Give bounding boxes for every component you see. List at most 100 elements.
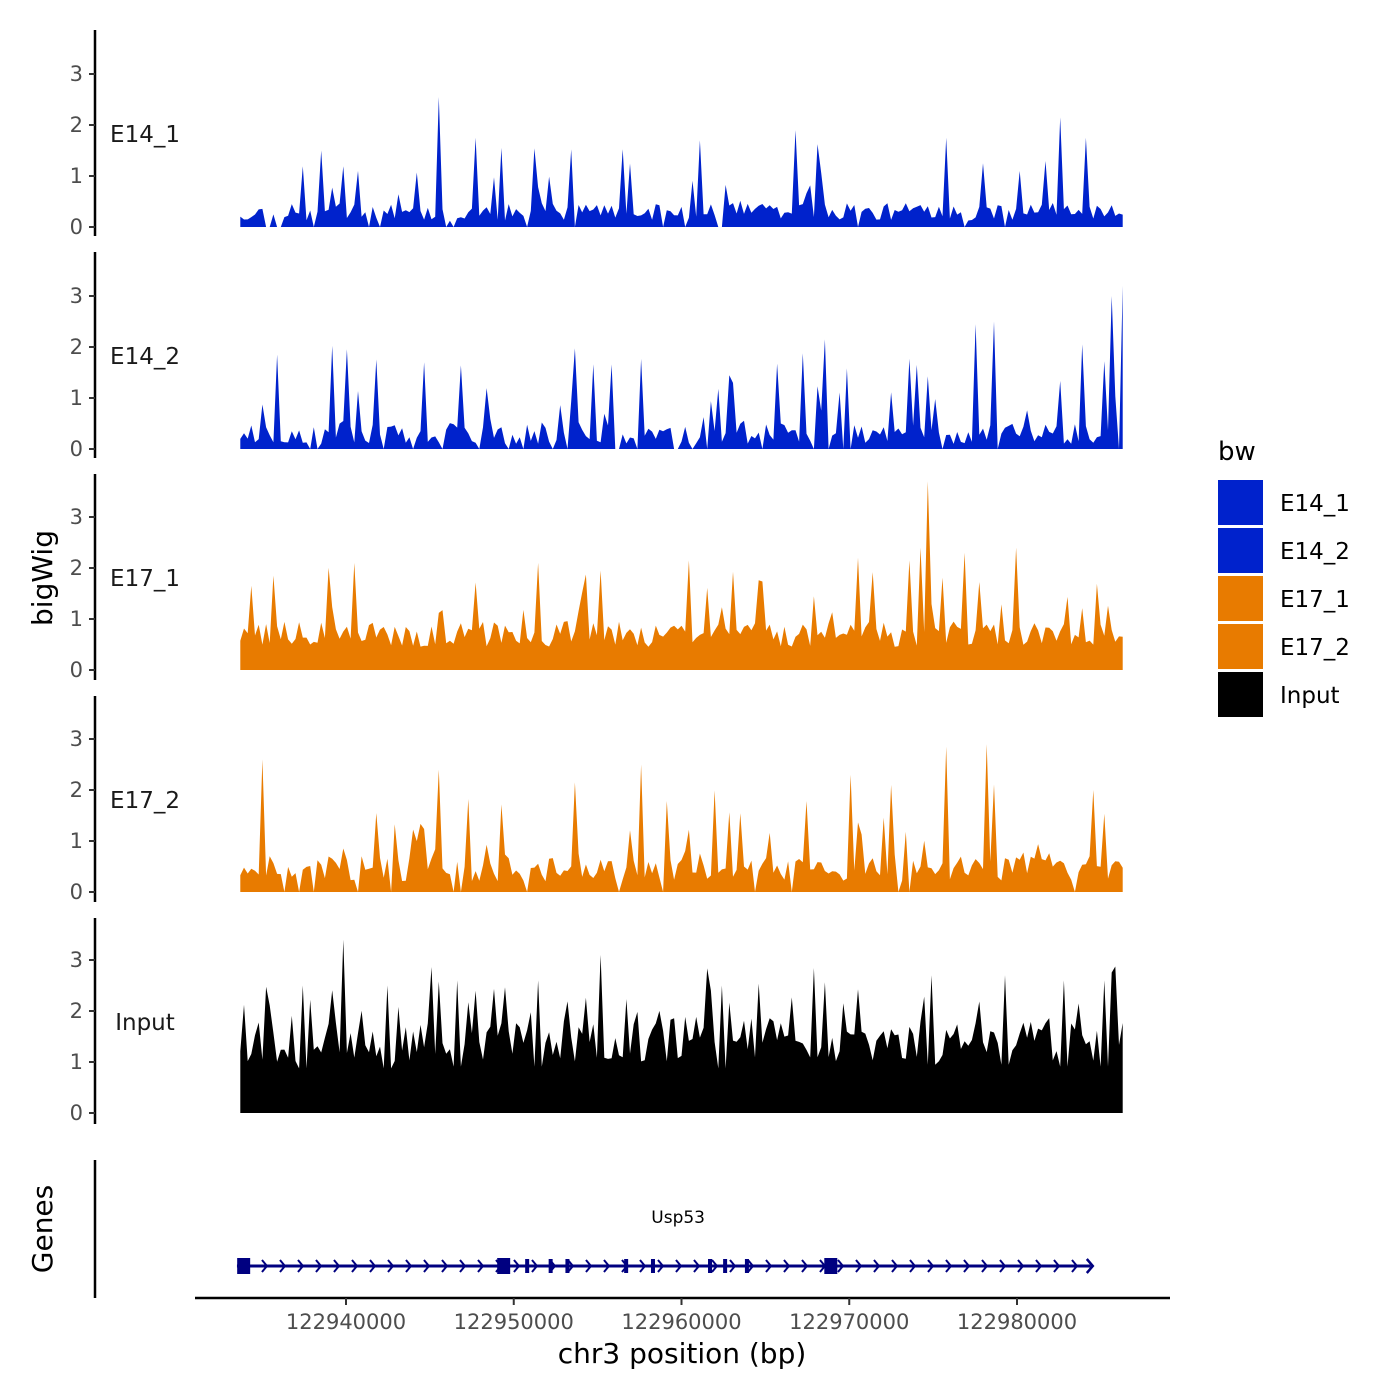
track-label: Input (115, 1010, 175, 1036)
track-e17-1: 0 1 2 3 E17_1 (70, 474, 1123, 682)
exon (525, 1259, 530, 1273)
x-tick-label: 122950000 (454, 1310, 574, 1334)
exon (548, 1259, 553, 1273)
y-tick-label: 3 (70, 948, 83, 972)
strand-arrow (729, 1259, 737, 1273)
strand-arrow (711, 1259, 719, 1273)
legend-swatch-e17-2 (1218, 624, 1263, 669)
y-tick-label: 2 (70, 556, 83, 580)
y-tick-label: 3 (70, 505, 83, 529)
y-tick-label: 2 (70, 113, 83, 137)
track-e14-2: 0 1 2 3 E14_2 (70, 252, 1123, 461)
coverage-area-e17-2 (240, 744, 1123, 892)
coverage-area-e14-2 (240, 285, 1123, 449)
y-tick-label: 2 (70, 999, 83, 1023)
coverage-area-e17-1 (240, 481, 1123, 670)
gene-usp53: Usp53 (236, 1208, 1095, 1274)
strand-arrow (1071, 1259, 1079, 1273)
strand-arrow (747, 1259, 755, 1273)
y-tick-label: 2 (70, 335, 83, 359)
legend-swatch-input (1218, 672, 1263, 717)
coverage-tracks: 0 1 2 3 E14_1 0 1 2 3 E14_2 0 1 2 3 E17_1 0 1 2 3 E17_2 0 1 2 3… (70, 30, 1123, 1125)
legend-label: E17_1 (1280, 587, 1350, 613)
strand-arrow (945, 1259, 953, 1273)
strand-arrow (765, 1259, 773, 1273)
strand-arrow (531, 1259, 539, 1273)
exon (824, 1258, 838, 1274)
y-tick-label: 0 (70, 880, 83, 904)
strand-arrow (297, 1259, 305, 1273)
x-tick-label: 122980000 (957, 1310, 1077, 1334)
x-tick-label: 122960000 (621, 1310, 741, 1334)
strand-arrow (1017, 1259, 1025, 1273)
x-tick-label: 122970000 (789, 1310, 909, 1334)
strand-arrow (927, 1259, 935, 1273)
track-label: E17_2 (110, 788, 180, 814)
strand-arrow (441, 1259, 449, 1273)
strand-arrow (1053, 1259, 1061, 1273)
strand-arrow (909, 1259, 917, 1273)
legend-swatch-e14-2 (1218, 528, 1263, 573)
y-tick-label: 3 (70, 727, 83, 751)
strand-arrow (675, 1259, 683, 1273)
strand-arrow (873, 1259, 881, 1273)
y-tick-label: 0 (70, 437, 83, 461)
strand-arrow (279, 1259, 287, 1273)
x-tick-label: 122940000 (286, 1310, 406, 1334)
track-input: 0 1 2 3 Input (70, 918, 1123, 1125)
legend-label: E14_2 (1280, 539, 1350, 565)
strand-arrow (405, 1259, 413, 1273)
track-e14-1: 0 1 2 3 E14_1 (70, 30, 1123, 239)
exon (497, 1258, 511, 1274)
exon (565, 1259, 570, 1273)
strand-arrow (333, 1259, 341, 1273)
strand-arrow (261, 1259, 269, 1273)
strand-arrow (351, 1259, 359, 1273)
strand-arrow (315, 1259, 323, 1273)
strand-arrow (891, 1259, 899, 1273)
strand-arrow (981, 1259, 989, 1273)
legend-title: bw (1218, 437, 1256, 467)
track-e17-2: 0 1 2 3 E17_2 (70, 696, 1123, 904)
strand-arrow (639, 1259, 647, 1273)
strand-arrow (1035, 1259, 1043, 1273)
y-tick-label: 1 (70, 164, 83, 188)
legend-label: Input (1280, 683, 1340, 709)
strand-arrow (603, 1259, 611, 1273)
y-tick-label: 0 (70, 1101, 83, 1125)
strand-arrow (801, 1259, 809, 1273)
y-tick-label: 1 (70, 386, 83, 410)
gene-end-mark (1085, 1258, 1095, 1274)
strand-arrow (459, 1259, 467, 1273)
legend: bw E14_1 E14_2 E17_1 E17_2 Input (1218, 437, 1350, 717)
strand-arrow (387, 1259, 395, 1273)
y-axis-title: bigWig (26, 530, 59, 626)
y-tick-label: 3 (70, 284, 83, 308)
track-label: E14_2 (110, 344, 180, 370)
strand-arrow (567, 1259, 575, 1273)
track-label: E17_1 (110, 566, 180, 592)
y-tick-label: 2 (70, 778, 83, 802)
y-tick-label: 1 (70, 607, 83, 631)
strand-arrow (585, 1259, 593, 1273)
y-tick-label: 0 (70, 658, 83, 682)
y-tick-label: 3 (70, 62, 83, 86)
coverage-area-e14-1 (240, 97, 1123, 227)
legend-label: E14_1 (1280, 491, 1350, 517)
legend-swatch-e17-1 (1218, 576, 1263, 621)
strand-arrow (783, 1259, 791, 1273)
strand-arrow (369, 1259, 377, 1273)
strand-arrow (513, 1259, 521, 1273)
exon (237, 1258, 251, 1274)
y-tick-label: 1 (70, 829, 83, 853)
exon (708, 1259, 713, 1273)
x-axis: 122940000 122950000 122960000 122970000 1229… (195, 1296, 1170, 1334)
y-tick-label: 1 (70, 1050, 83, 1074)
x-axis-title: chr3 position (bp) (558, 1337, 807, 1370)
exon (624, 1259, 629, 1273)
legend-swatch-e14-1 (1218, 480, 1263, 525)
gene-name-label: Usp53 (651, 1208, 705, 1228)
strand-arrow (855, 1259, 863, 1273)
strand-arrow (837, 1259, 845, 1273)
